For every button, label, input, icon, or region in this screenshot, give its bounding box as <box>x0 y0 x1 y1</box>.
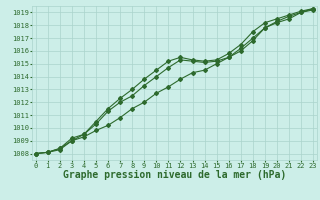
X-axis label: Graphe pression niveau de la mer (hPa): Graphe pression niveau de la mer (hPa) <box>63 170 286 180</box>
